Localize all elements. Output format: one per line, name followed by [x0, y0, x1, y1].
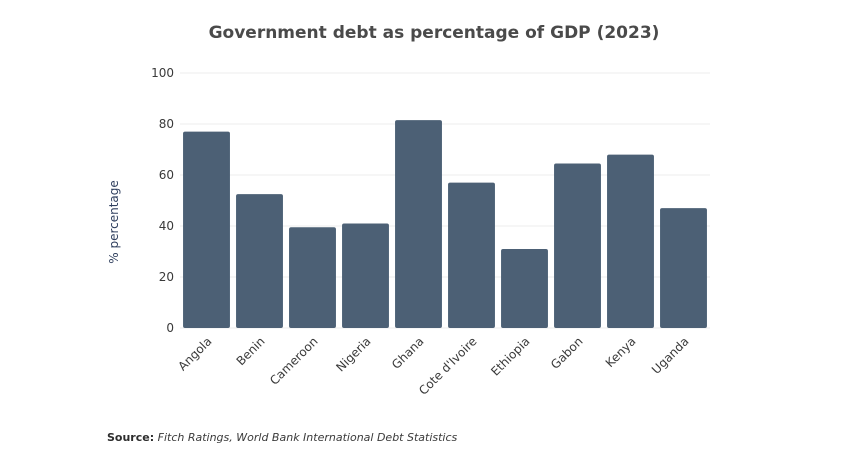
- y-tick-label: 40: [159, 219, 174, 233]
- bar-uganda: [660, 208, 707, 328]
- y-tick-label: 0: [166, 321, 174, 335]
- source-text: Fitch Ratings, World Bank International …: [157, 431, 458, 444]
- bar-cote-d-ivoire: [448, 182, 495, 328]
- x-tick-label: Benin: [234, 334, 268, 368]
- y-tick-label: 60: [159, 168, 174, 182]
- bars: [183, 120, 707, 328]
- bar-nigeria: [342, 223, 389, 328]
- x-tick-label: Angola: [175, 334, 214, 373]
- y-axis-ticks: 0 20 40 60 80 100: [151, 66, 174, 335]
- x-tick-label: Ghana: [389, 334, 427, 372]
- bar-benin: [236, 194, 283, 328]
- bar-ghana: [395, 120, 442, 328]
- y-tick-label: 80: [159, 117, 174, 131]
- bar-angola: [183, 131, 230, 328]
- y-tick-label: 100: [151, 66, 174, 80]
- x-tick-label: Kenya: [603, 334, 639, 370]
- bar-kenya: [607, 154, 654, 328]
- bar-cameroon: [289, 227, 336, 328]
- bar-ethiopia: [501, 248, 548, 328]
- x-tick-label: Cameroon: [267, 334, 321, 388]
- x-tick-label: Uganda: [649, 334, 692, 377]
- source-note: Source: Fitch Ratings, World Bank Intern…: [107, 431, 457, 444]
- chart-title: Government debt as percentage of GDP (20…: [209, 23, 660, 43]
- y-tick-label: 20: [159, 270, 174, 284]
- x-tick-label: Gabon: [548, 334, 586, 372]
- x-tick-label: Nigeria: [333, 334, 373, 374]
- x-tick-label: Ethiopia: [488, 334, 532, 378]
- y-axis-label: % percentage: [107, 180, 121, 264]
- bar-gabon: [554, 163, 601, 328]
- source-label: Source:: [107, 431, 155, 444]
